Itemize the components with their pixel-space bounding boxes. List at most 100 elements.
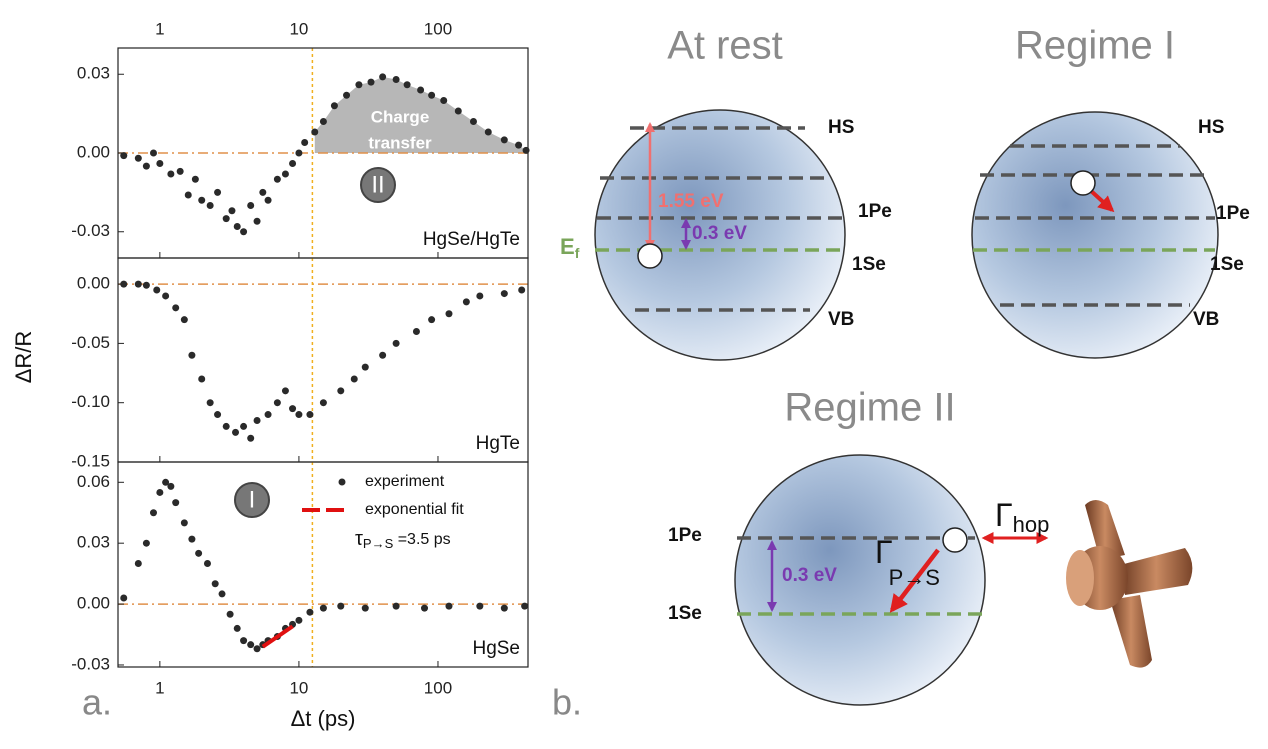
- subscript: f: [575, 245, 580, 261]
- level-label: VB: [1193, 309, 1219, 330]
- data-point: [417, 86, 425, 94]
- data-point: [191, 175, 199, 183]
- data-point: [500, 604, 508, 612]
- data-point: [228, 207, 236, 215]
- data-point: [476, 602, 484, 610]
- panel-label: HgTe: [476, 433, 520, 454]
- data-point: [167, 170, 175, 178]
- electron: [942, 527, 968, 553]
- data-point: [134, 559, 142, 567]
- data-point: [330, 102, 338, 110]
- data-point: [421, 604, 429, 612]
- arrow: [1088, 188, 1115, 213]
- data-point: [295, 616, 303, 624]
- y-tick-label: -0.10: [71, 392, 110, 411]
- data-point: [240, 228, 248, 236]
- data-point: [149, 509, 157, 517]
- panel-label: a.: [82, 682, 112, 723]
- data-point: [264, 411, 272, 419]
- data-point: [337, 387, 345, 395]
- legend-label: experiment: [365, 473, 445, 490]
- data-point: [515, 141, 523, 149]
- level-label: 1Se: [1210, 254, 1244, 275]
- data-point: [289, 405, 297, 413]
- data-point: [195, 549, 203, 557]
- data-point: [233, 223, 241, 230]
- level-label: VB: [828, 309, 854, 330]
- level-label: HS: [1198, 117, 1224, 138]
- data-point: [172, 499, 180, 507]
- data-point: [403, 81, 411, 89]
- data-point: [142, 281, 150, 289]
- data-point: [484, 128, 492, 136]
- y-tick-label: -0.15: [71, 451, 110, 470]
- fit-value: =3.5 ps: [393, 531, 450, 548]
- data-point: [361, 604, 369, 612]
- regime-1-diagram: Regime I HS 1Pe 1Se VB: [971, 24, 1250, 359]
- diagram-title: Regime I: [1015, 24, 1175, 68]
- panel-label: b.: [552, 682, 582, 723]
- data-point: [226, 610, 234, 618]
- data-point: [311, 128, 319, 136]
- data-point: [120, 280, 128, 288]
- data-point: [218, 590, 226, 598]
- level-label: 1Pe: [668, 525, 702, 546]
- tetrapod: [1066, 500, 1193, 668]
- data-point: [379, 351, 387, 359]
- data-point: [361, 363, 369, 371]
- quantum-dot: [594, 109, 846, 361]
- x-tick-label: 10: [289, 678, 308, 697]
- data-point: [253, 645, 261, 653]
- energy-label: 0.3 eV: [782, 565, 837, 586]
- y-tick-label: -0.03: [71, 221, 110, 240]
- data-point: [134, 280, 142, 288]
- diagram-title: Regime II: [784, 386, 955, 430]
- symbol: Γ: [995, 497, 1013, 533]
- data-point: [206, 202, 214, 209]
- data-point: [295, 149, 303, 157]
- data-point: [289, 160, 297, 167]
- x-tick-label: 100: [424, 19, 452, 38]
- data-point: [240, 422, 248, 430]
- quantum-dot: [734, 454, 986, 706]
- data-point: [198, 375, 206, 383]
- data-point: [232, 428, 240, 436]
- x-axis-title: Δt (ps): [291, 706, 356, 731]
- data-point: [319, 399, 327, 407]
- y-tick-label: -0.05: [71, 333, 110, 352]
- data-point: [319, 604, 327, 612]
- level-label: 1Pe: [1216, 203, 1250, 224]
- data-point: [134, 154, 142, 162]
- symbol: Γ: [875, 534, 893, 570]
- data-point: [253, 217, 261, 225]
- at-rest-diagram: At rest HS 1Pe 1Se VB 1.55 eV 0.3 eV Ef: [560, 24, 892, 361]
- data-point: [500, 290, 508, 298]
- data-point: [240, 637, 248, 645]
- data-point: [440, 97, 448, 104]
- data-point: [162, 292, 170, 300]
- data-point: [176, 167, 184, 175]
- data-point: [379, 73, 387, 81]
- y-tick-label: 0.00: [77, 142, 110, 161]
- level-label: 1Se: [852, 254, 886, 275]
- data-point: [142, 162, 150, 170]
- data-point: [149, 149, 157, 157]
- data-point: [469, 118, 477, 125]
- panel-label: HgSe/HgTe: [423, 229, 520, 250]
- data-point: [412, 328, 420, 336]
- data-point: [206, 399, 214, 407]
- data-point: [203, 559, 211, 567]
- data-point: [343, 91, 351, 99]
- data-point: [180, 519, 188, 527]
- data-point: [264, 196, 272, 204]
- regime-marker: [360, 167, 396, 203]
- data-point: [392, 76, 400, 83]
- electron: [637, 243, 663, 269]
- data-point: [184, 191, 192, 199]
- y-tick-label: 0.06: [77, 472, 110, 491]
- rate-label: Γ P→S: [875, 534, 940, 589]
- quantum-dot: [971, 111, 1219, 359]
- data-point: [500, 136, 508, 144]
- data-point: [259, 188, 267, 196]
- data-point: [211, 580, 219, 588]
